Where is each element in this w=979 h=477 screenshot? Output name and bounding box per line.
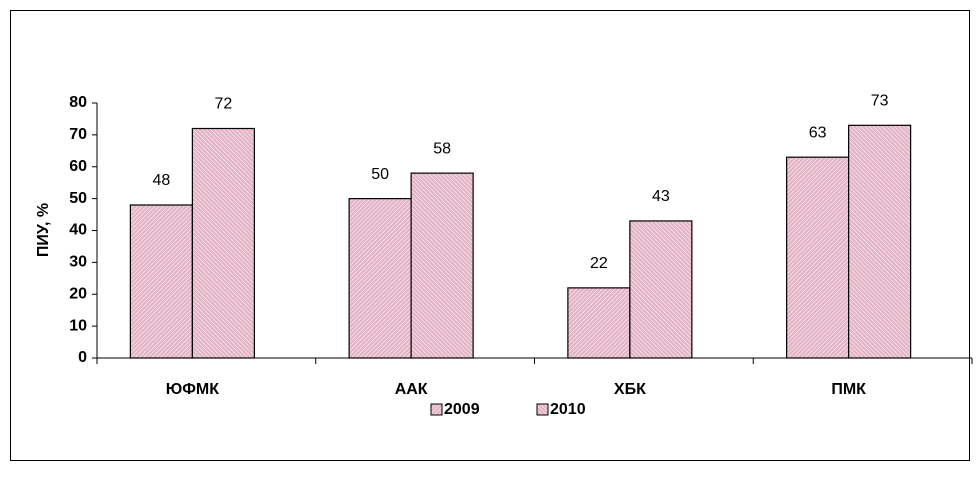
legend-label: 2009 bbox=[444, 401, 480, 418]
legend-swatch bbox=[536, 403, 549, 416]
y-axis-label: ПИУ, % bbox=[35, 203, 52, 257]
data-label: 72 bbox=[214, 96, 232, 113]
y-tick-label: 10 bbox=[69, 317, 87, 334]
data-label: 58 bbox=[433, 140, 451, 157]
bar bbox=[567, 287, 631, 359]
bar bbox=[629, 220, 693, 359]
x-tick-label: ААК bbox=[395, 381, 428, 398]
y-tick-label: 0 bbox=[78, 349, 87, 366]
data-label: 50 bbox=[371, 166, 389, 183]
bar bbox=[191, 127, 255, 359]
data-label: 22 bbox=[590, 255, 608, 272]
legend-swatch bbox=[430, 403, 443, 416]
x-tick-label: ХБК bbox=[614, 381, 646, 398]
x-tick-label: ПМК bbox=[831, 381, 866, 398]
bar bbox=[129, 204, 193, 359]
y-tick-label: 80 bbox=[69, 94, 87, 111]
bar bbox=[410, 172, 474, 359]
x-tick-label: ЮФМК bbox=[166, 381, 219, 398]
y-tick-label: 60 bbox=[69, 158, 87, 175]
y-tick-label: 50 bbox=[69, 190, 87, 207]
data-label: 48 bbox=[152, 172, 170, 189]
bar bbox=[348, 198, 412, 359]
bar bbox=[786, 156, 850, 359]
y-tick-label: 30 bbox=[69, 254, 87, 271]
data-label: 63 bbox=[809, 124, 827, 141]
y-tick-label: 70 bbox=[69, 126, 87, 143]
data-label: 43 bbox=[652, 188, 670, 205]
y-tick-label: 40 bbox=[69, 222, 87, 239]
y-tick-label: 20 bbox=[69, 285, 87, 302]
legend-label: 2010 bbox=[550, 401, 586, 418]
bar bbox=[848, 124, 912, 359]
data-label: 73 bbox=[871, 93, 889, 110]
